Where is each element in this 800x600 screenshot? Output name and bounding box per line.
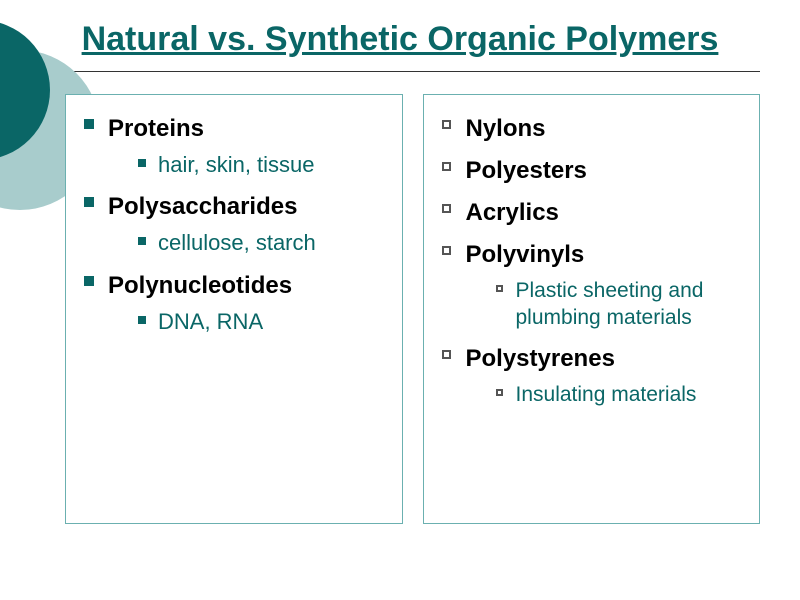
- hollow-square-bullet-icon: [442, 162, 451, 171]
- sub-list-item: hair, skin, tissue: [138, 151, 384, 180]
- list-item: Polynucleotides DNA, RNA: [84, 268, 384, 337]
- sub-list-item: Insulating materials: [496, 381, 742, 408]
- sub-list-item: Plastic sheeting and plumbing materials: [496, 277, 742, 332]
- natural-polymers-box: Proteins hair, skin, tissue Polysacchari…: [65, 94, 403, 524]
- content-columns: Proteins hair, skin, tissue Polysacchari…: [0, 72, 800, 524]
- list-item: Polyvinyls Plastic sheeting and plumbing…: [442, 237, 742, 332]
- sub-list: hair, skin, tissue: [108, 151, 384, 180]
- item-label: Polysaccharides: [108, 193, 297, 220]
- sub-list: Plastic sheeting and plumbing materials: [466, 277, 742, 332]
- sub-list: Insulating materials: [466, 381, 742, 408]
- square-bullet-icon: [138, 237, 146, 245]
- hollow-square-bullet-icon: [442, 120, 451, 129]
- hollow-square-bullet-icon: [496, 389, 503, 396]
- square-bullet-icon: [138, 316, 146, 324]
- hollow-square-bullet-icon: [496, 285, 503, 292]
- synthetic-list: Nylons Polyesters Acrylics Polyvinyls Pl…: [442, 111, 742, 409]
- natural-list: Proteins hair, skin, tissue Polysacchari…: [84, 111, 384, 337]
- sub-list: DNA, RNA: [108, 308, 384, 337]
- synthetic-polymers-box: Nylons Polyesters Acrylics Polyvinyls Pl…: [423, 94, 761, 524]
- slide-title: Natural vs. Synthetic Organic Polymers: [82, 18, 719, 61]
- list-item: Nylons: [442, 111, 742, 147]
- hollow-square-bullet-icon: [442, 246, 451, 255]
- item-label: Polystyrenes: [466, 345, 615, 372]
- hollow-square-bullet-icon: [442, 204, 451, 213]
- sub-item-label: cellulose, starch: [158, 230, 316, 255]
- item-label: Acrylics: [466, 199, 559, 226]
- hollow-square-bullet-icon: [442, 350, 451, 359]
- sub-list-item: cellulose, starch: [138, 229, 384, 258]
- item-label: Polyvinyls: [466, 241, 585, 268]
- list-item: Acrylics: [442, 195, 742, 231]
- sub-item-label: Insulating materials: [516, 383, 697, 406]
- list-item: Proteins hair, skin, tissue: [84, 111, 384, 180]
- sub-item-label: DNA, RNA: [158, 309, 263, 334]
- sub-list: cellulose, starch: [108, 229, 384, 258]
- sub-item-label: hair, skin, tissue: [158, 152, 315, 177]
- square-bullet-icon: [138, 159, 146, 167]
- square-bullet-icon: [84, 119, 94, 129]
- title-container: Natural vs. Synthetic Organic Polymers: [0, 0, 800, 61]
- item-label: Proteins: [108, 115, 204, 142]
- square-bullet-icon: [84, 197, 94, 207]
- list-item: Polysaccharides cellulose, starch: [84, 189, 384, 258]
- sub-list-item: DNA, RNA: [138, 308, 384, 337]
- sub-item-label: Plastic sheeting and plumbing materials: [516, 279, 704, 329]
- item-label: Nylons: [466, 115, 546, 142]
- item-label: Polynucleotides: [108, 272, 292, 299]
- list-item: Polystyrenes Insulating materials: [442, 341, 742, 408]
- list-item: Polyesters: [442, 153, 742, 189]
- item-label: Polyesters: [466, 157, 587, 184]
- square-bullet-icon: [84, 276, 94, 286]
